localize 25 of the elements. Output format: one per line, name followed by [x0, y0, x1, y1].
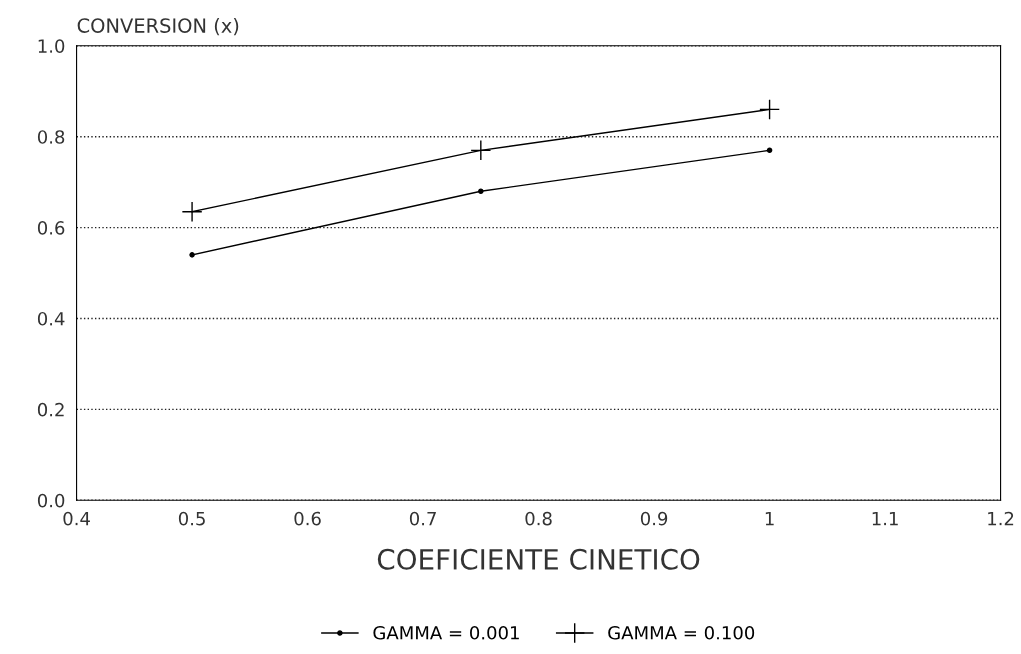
x-tick-label: 1.1 [872, 511, 898, 526]
x-tick-label: 0.5 [178, 511, 205, 526]
x-tick-label: 0.6 [294, 511, 321, 526]
point [470, 139, 492, 161]
x-tick-label: 0.4 [63, 511, 90, 526]
y-axis-title: CONVERSION (x) [77, 17, 239, 36]
point [478, 188, 484, 195]
legend-label: GAMMA = 0.001 [373, 625, 519, 640]
point [759, 98, 780, 120]
x-tick-label: 1 [765, 511, 774, 526]
x-axis-title: COEFICIENTE CINETICO [377, 548, 700, 570]
x-tick-label: 1.2 [988, 511, 1014, 526]
y-tick-label: 1.0 [38, 39, 65, 53]
y-tick-label: 0.8 [37, 130, 65, 144]
y-tick-label: 0.6 [37, 221, 65, 235]
x-tick-label: 0.9 [640, 511, 668, 526]
legend-label: GAMMA = 0.100 [608, 625, 755, 640]
point [766, 147, 773, 154]
y-tick-label: 0.2 [37, 402, 64, 417]
x-tick-label: 0.8 [525, 511, 552, 526]
x-tick-label: 0.7 [409, 511, 436, 526]
point [189, 252, 195, 258]
point [181, 201, 203, 223]
y-tick-label: 0.4 [37, 311, 65, 326]
y-tick-label: 0.0 [37, 493, 65, 508]
